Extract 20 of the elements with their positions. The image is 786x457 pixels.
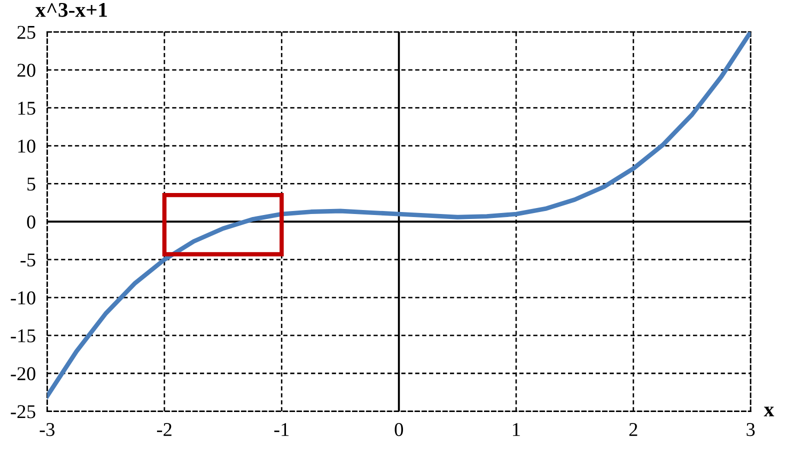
y-tick-label: -5: [20, 254, 36, 267]
y-tick-label: -10: [10, 291, 36, 304]
x-tick-label: -1: [274, 423, 289, 436]
x-tick-label: -2: [157, 423, 172, 436]
y-tick-label: -25: [10, 405, 36, 418]
y-tick-label: -20: [10, 367, 36, 380]
y-axis-title: x^3-x+1: [35, 2, 107, 17]
x-tick-label: -3: [40, 423, 54, 436]
y-tick-label: 25: [17, 26, 36, 39]
y-tick-label: 10: [18, 140, 36, 153]
y-tick-label: -15: [10, 329, 36, 342]
y-tick-label: 15: [18, 102, 36, 115]
x-axis-title: x: [764, 406, 774, 416]
x-tick-label: 0: [394, 422, 404, 436]
x-tick-label: 3: [746, 423, 755, 436]
x-tick-label: 2: [629, 423, 638, 436]
x-tick-label: 1: [512, 423, 520, 436]
y-tick-label: 20: [17, 64, 36, 77]
y-tick-label: 5: [27, 178, 36, 191]
y-tick-label: 0: [27, 215, 36, 229]
